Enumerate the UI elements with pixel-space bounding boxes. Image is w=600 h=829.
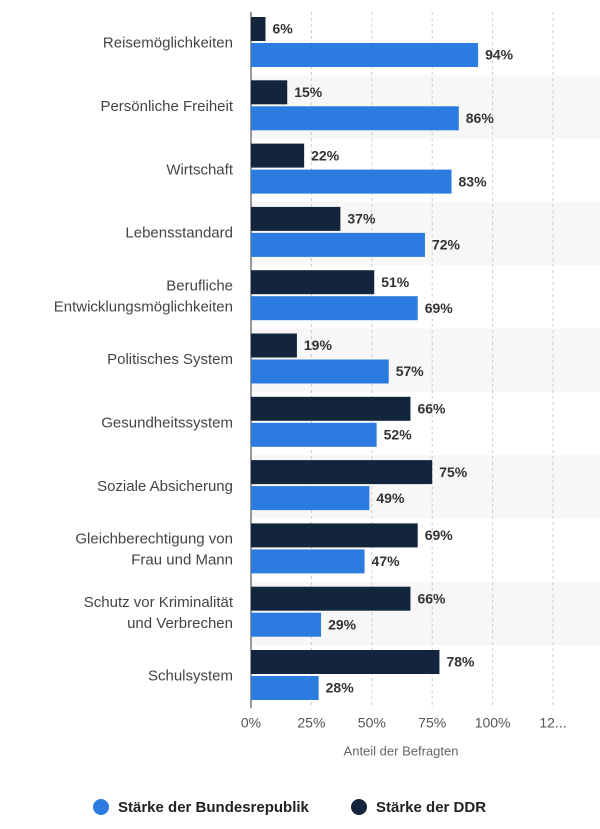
- value-label: 94%: [485, 47, 514, 63]
- bar: [251, 169, 452, 194]
- legend-marker: [93, 799, 109, 815]
- value-label: 19%: [304, 337, 333, 353]
- category-label-line: Schulsystem: [148, 668, 233, 685]
- category-label-line: Frau und Mann: [131, 552, 233, 569]
- category-label: Schulsystem: [148, 668, 233, 685]
- bar: [251, 232, 425, 257]
- bar: [251, 206, 341, 231]
- category-label: Reisemöglichkeiten: [103, 35, 233, 52]
- bar: [251, 612, 322, 637]
- bar: [251, 296, 418, 321]
- legend-label: Stärke der Bundesrepublik: [118, 799, 310, 816]
- bar: [251, 676, 319, 700]
- category-label: Soziale Absicherung: [97, 478, 233, 495]
- value-label: 66%: [417, 590, 446, 606]
- value-label: 47%: [372, 553, 401, 569]
- category-label-line: Schutz vor Kriminalität: [84, 594, 234, 611]
- x-tick-label: 75%: [418, 715, 446, 731]
- value-label: 15%: [294, 84, 323, 100]
- value-label: 49%: [376, 490, 405, 506]
- bar: [251, 523, 418, 548]
- value-label: 86%: [466, 110, 495, 126]
- value-label: 69%: [425, 300, 454, 316]
- value-label: 37%: [347, 211, 376, 227]
- bar: [251, 359, 389, 384]
- value-label: 66%: [417, 401, 446, 417]
- bar: [251, 586, 411, 611]
- value-label: 29%: [328, 616, 357, 632]
- bar: [251, 650, 440, 674]
- category-label-line: Politisches System: [107, 351, 233, 368]
- x-tick-label: 100%: [475, 715, 511, 731]
- value-label: 51%: [381, 274, 410, 290]
- value-label: 78%: [446, 654, 475, 670]
- x-axis-label: Anteil der Befragten: [344, 743, 459, 758]
- bar: [251, 549, 365, 574]
- category-label-line: Soziale Absicherung: [97, 478, 233, 495]
- category-label: Politisches System: [107, 351, 233, 368]
- bar: [251, 17, 266, 41]
- bar: [251, 106, 459, 131]
- category-label: Persönliche Freiheit: [100, 98, 233, 115]
- bar: [251, 460, 433, 485]
- category-label-line: Gleichberechtigung von: [75, 531, 233, 548]
- bar: [251, 486, 370, 511]
- x-tick-label: 12...: [539, 715, 566, 731]
- value-label: 57%: [396, 363, 425, 379]
- category-label: Berufliche Entwicklungsmöglichkeiten: [54, 277, 233, 315]
- category-label: Lebensstandard: [125, 225, 233, 242]
- value-label: 69%: [425, 527, 454, 543]
- x-tick-label: 0%: [241, 715, 261, 731]
- category-label: Gleichberechtigung von Frau und Mann: [75, 531, 233, 569]
- bar: [251, 333, 297, 358]
- value-label: 28%: [326, 680, 355, 696]
- x-tick-label: 25%: [297, 715, 325, 731]
- bar: [251, 396, 411, 421]
- category-label-line: Reisemöglichkeiten: [103, 35, 233, 52]
- value-label: 75%: [439, 464, 468, 480]
- category-label-line: Berufliche: [166, 277, 233, 294]
- value-label: 22%: [311, 147, 340, 163]
- bar: [251, 270, 375, 295]
- category-label: Schutz vor Kriminalität und Verbrechen: [84, 594, 234, 632]
- legend-label: Stärke der DDR: [376, 799, 486, 816]
- category-label: Wirtschaft: [166, 161, 234, 178]
- value-label: 52%: [384, 427, 413, 443]
- bar: [251, 422, 377, 447]
- bar: [251, 143, 305, 168]
- category-label-line: Entwicklungsmöglichkeiten: [54, 298, 233, 315]
- category-label-line: Gesundheitssystem: [101, 414, 233, 431]
- bar: [251, 80, 288, 105]
- value-label: 6%: [272, 21, 293, 37]
- category-label-line: Persönliche Freiheit: [100, 98, 233, 115]
- category-label-line: und Verbrechen: [127, 615, 233, 632]
- category-label-line: Lebensstandard: [125, 225, 233, 242]
- x-tick-label: 50%: [358, 715, 386, 731]
- bar: [251, 43, 479, 67]
- legend-marker: [351, 799, 367, 815]
- category-label-line: Wirtschaft: [166, 161, 234, 178]
- value-label: 72%: [432, 237, 461, 253]
- value-label: 83%: [459, 173, 488, 189]
- category-label: Gesundheitssystem: [101, 414, 233, 431]
